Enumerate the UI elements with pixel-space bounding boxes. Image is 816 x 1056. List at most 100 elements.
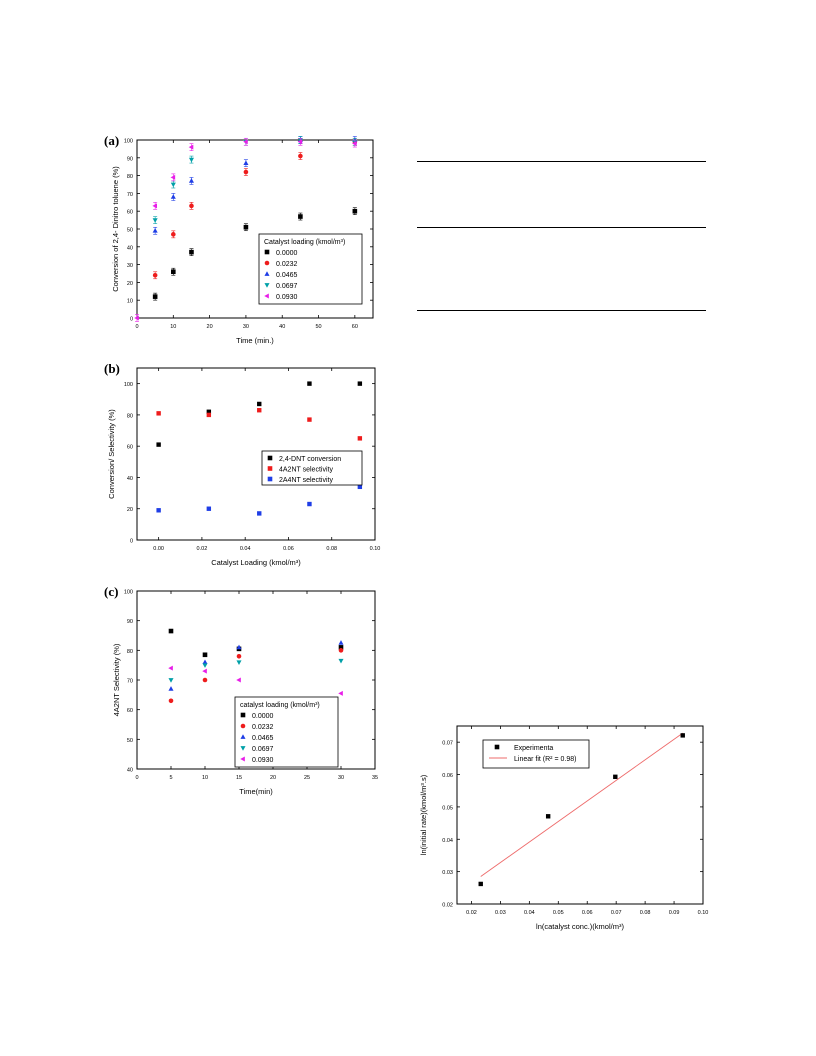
legend-marker: [264, 249, 270, 255]
data-point: [206, 409, 212, 414]
x-tick-label: 35: [372, 775, 378, 781]
x-tick-label: 0.05: [553, 910, 564, 916]
legend-box: [482, 739, 590, 769]
y-tick-label: 0: [130, 539, 133, 545]
data-point: [545, 814, 551, 819]
data-point: [202, 677, 208, 683]
x-tick-label: 5: [169, 775, 172, 781]
y-axis-label: Conversion/ Selectivity (%): [107, 409, 116, 499]
panel-label-a: (a): [104, 133, 120, 148]
x-tick-label: 0.02: [197, 546, 208, 552]
legend-fit-entry: Linear fit (R² = 0.98): [514, 756, 576, 763]
legend-entry: 0.0000: [276, 250, 298, 257]
legend-box: [258, 233, 363, 305]
x-axis-label: Time (min.): [236, 336, 274, 345]
legend-marker: [240, 723, 246, 729]
data-point: [170, 194, 176, 199]
data-point: [188, 144, 194, 150]
x-tick-label: 30: [243, 324, 249, 330]
data-point: [243, 139, 248, 145]
data-point: [243, 224, 249, 230]
data-point: [202, 663, 208, 668]
x-tick-label: 10: [170, 324, 176, 330]
legend-marker: [494, 744, 500, 750]
y-tick-label: 100: [124, 382, 133, 388]
x-tick-label: 15: [236, 775, 242, 781]
data-point: [357, 381, 363, 386]
legend-marker: [240, 756, 245, 762]
data-point: [236, 660, 242, 665]
legend-entry: Experimenta: [514, 745, 553, 752]
table-rule-top: [417, 161, 706, 162]
x-tick-label: 0.04: [240, 546, 251, 552]
data-point: [236, 677, 241, 683]
data-point: [257, 408, 262, 413]
y-tick-label: 70: [127, 192, 133, 198]
x-tick-label: 0.06: [283, 546, 294, 552]
legend-entry: 0.0930: [252, 757, 274, 764]
data-point: [236, 644, 242, 650]
legend-entry: 2A4NT selectivity: [279, 477, 333, 484]
y-tick-label: 50: [127, 738, 133, 744]
data-point: [202, 668, 207, 674]
data-point: [307, 501, 312, 507]
x-tick-label: 0.10: [370, 546, 381, 552]
data-point: [188, 157, 194, 163]
y-tick-label: 40: [127, 768, 133, 774]
y-tick-label: 40: [127, 245, 133, 251]
data-point: [202, 652, 208, 658]
y-tick-label: 30: [127, 263, 133, 269]
x-tick-label: 40: [279, 324, 285, 330]
data-point: [297, 139, 303, 145]
data-point: [352, 208, 358, 214]
legend-title: catalyst loading (kmol/m³): [240, 702, 320, 709]
data-point: [206, 412, 212, 418]
y-tick-label: 40: [127, 476, 133, 482]
x-tick-label: 60: [352, 324, 358, 330]
y-tick-label: 70: [127, 679, 133, 685]
data-point: [257, 401, 262, 407]
data-point: [243, 169, 249, 175]
legend-marker: [264, 271, 270, 276]
x-tick-label: 0: [135, 324, 138, 330]
plot-frame: [136, 367, 376, 541]
data-point: [352, 141, 357, 147]
data-point: [338, 645, 344, 650]
legend-entry: 0.0232: [276, 261, 298, 268]
x-axis-label: Catalyst Loading (kmol/m³): [211, 558, 301, 567]
legend-box: [234, 696, 339, 768]
data-point: [152, 272, 158, 278]
y-tick-label: 0.06: [442, 773, 453, 779]
legend-entry: 0.0930: [276, 294, 298, 301]
plot-frame: [456, 725, 704, 905]
legend-entry: 0.0697: [276, 283, 298, 290]
x-tick-label: 0.10: [698, 910, 709, 916]
x-tick-label: 0.06: [582, 910, 593, 916]
data-point: [170, 174, 176, 180]
legend-entry: 2,4-DNT conversion: [279, 456, 341, 463]
y-tick-label: 20: [127, 281, 133, 287]
data-point: [338, 690, 343, 696]
x-tick-label: 30: [338, 775, 344, 781]
y-axis-label: ln(initial rate)(kmol/m³.s): [419, 774, 428, 855]
data-point: [171, 269, 176, 275]
x-tick-label: 0.08: [326, 546, 337, 552]
data-point: [152, 218, 158, 223]
legend-marker: [267, 455, 273, 461]
legend-marker: [264, 283, 270, 288]
x-tick-label: 10: [202, 775, 208, 781]
y-axis-label: Conversion of 2,4- Dinitro toluene (%): [111, 166, 120, 292]
data-point: [338, 658, 344, 664]
y-tick-label: 10: [127, 299, 133, 305]
legend-marker: [240, 712, 246, 718]
legend-marker: [240, 734, 246, 739]
y-tick-label: 80: [127, 174, 133, 180]
legend-entry: 0.0465: [252, 735, 274, 742]
data-point: [152, 228, 158, 233]
legend-marker: [267, 476, 273, 482]
data-point: [152, 203, 157, 209]
data-point: [357, 436, 363, 441]
data-point: [156, 411, 161, 416]
